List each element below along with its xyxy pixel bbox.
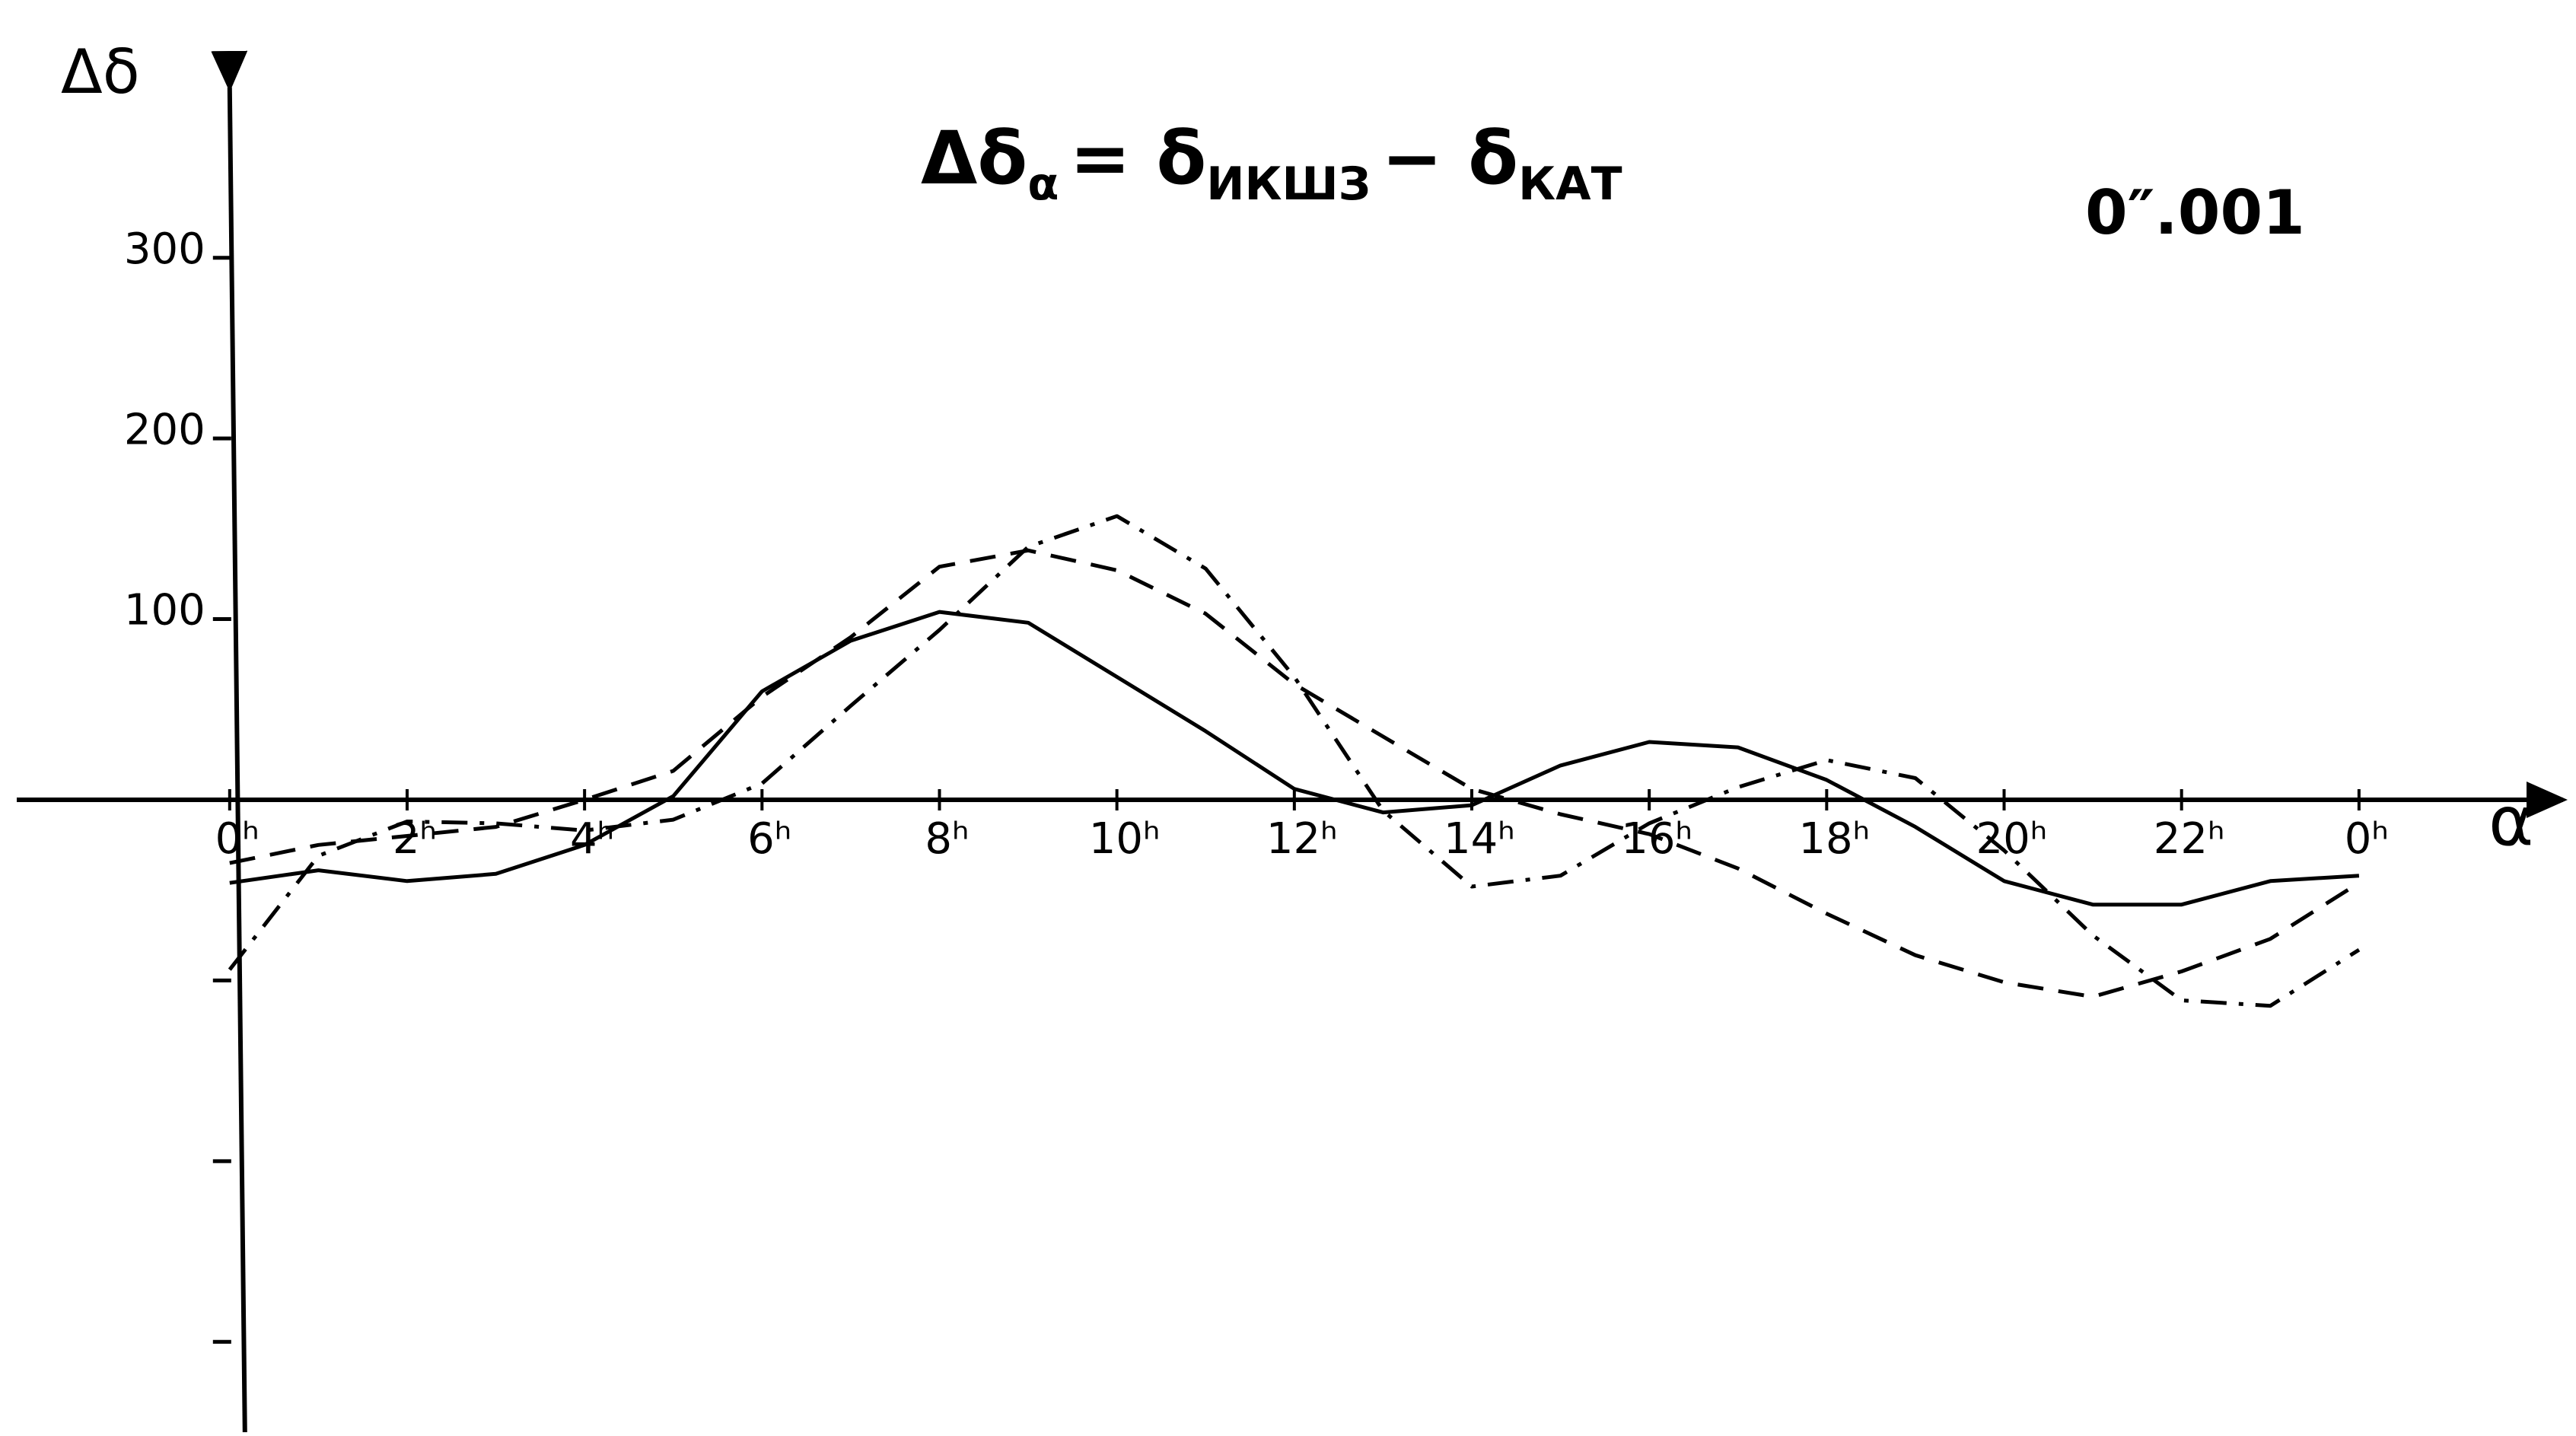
y-axis-label: Δδ [61,37,140,107]
x-tick-label: 6ʰ [747,814,791,864]
x-tick-label: 14ʰ [1444,814,1515,864]
x-axis-label: α [2488,782,2533,861]
series-line [229,548,2361,999]
x-tick-label: 2ʰ [393,814,437,864]
title-subscript: α [1027,158,1059,211]
series-line [229,610,2360,907]
unit-label: 0″.001 [2085,177,2305,248]
title-part: Δδ [921,116,1027,201]
x-tick-label: 0ʰ [2345,814,2389,864]
x-tick-label: 10ʰ [1089,814,1161,864]
title-subscript: КАТ [1518,158,1622,211]
x-tick-label: 0ʰ [215,814,260,864]
y-axis [211,50,248,1433]
y-tick-label: 100 [124,586,205,635]
title-part: − δ [1381,116,1518,201]
x-tick-label: 20ʰ [1976,814,2048,864]
series-line [228,514,2361,1008]
chart-title: Δδα = δИКШЗ − δКАТ [921,116,1622,210]
title-part: = δ [1069,116,1206,201]
x-tick-label: 22ʰ [2154,814,2225,864]
y-tick-label: 300 [124,224,205,274]
title-subscript: ИКШЗ [1206,158,1371,211]
x-tick-label: 12ʰ [1266,814,1338,864]
y-tick-label: 200 [124,405,205,454]
x-tick-label: 8ʰ [925,814,969,864]
x-tick-label: 18ʰ [1798,814,1870,864]
